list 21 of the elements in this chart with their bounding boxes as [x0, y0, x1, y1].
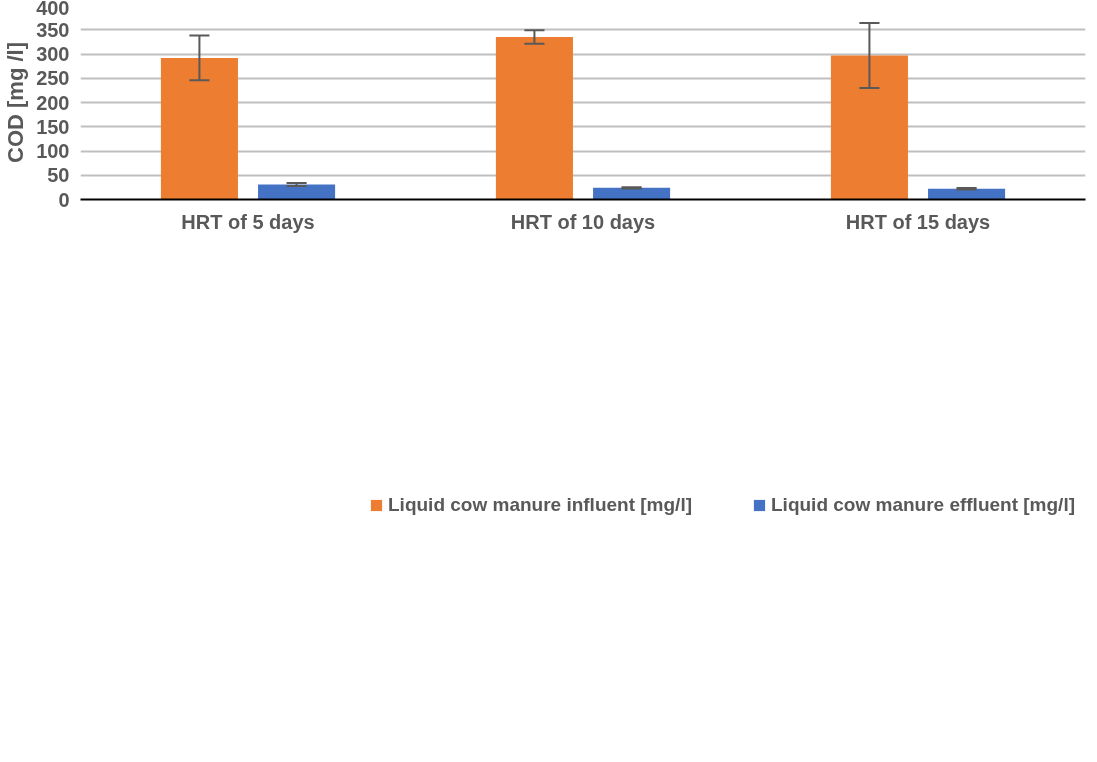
x-tick-label: HRT of 15 days: [845, 210, 991, 233]
y-tick-label: 350: [36, 18, 70, 41]
y-tick-label: 400: [36, 0, 70, 19]
x-tick-label: HRT of 10 days: [510, 210, 656, 233]
y-tick-label: 250: [36, 67, 70, 90]
y-tick-label: 50: [47, 164, 70, 187]
bar: [830, 55, 908, 200]
y-tick-label: 0: [58, 188, 70, 211]
bar: [928, 188, 1006, 200]
y-tick-label: 100: [36, 140, 70, 162]
bar: [258, 184, 336, 200]
y-tick-label: 300: [36, 43, 70, 65]
y-axis-title: COD [mg /l]: [3, 41, 29, 163]
bar: [593, 187, 671, 200]
legend-label: Liquid cow manure effluent [mg/l]: [771, 494, 1075, 516]
y-tick-label: 150: [36, 115, 70, 138]
bar: [495, 37, 573, 200]
x-tick-label: HRT of 5 days: [181, 210, 315, 233]
legend-label: Liquid cow manure influent [mg/l]: [388, 494, 692, 516]
y-tick-label: 200: [36, 91, 70, 114]
bar: [160, 57, 238, 200]
